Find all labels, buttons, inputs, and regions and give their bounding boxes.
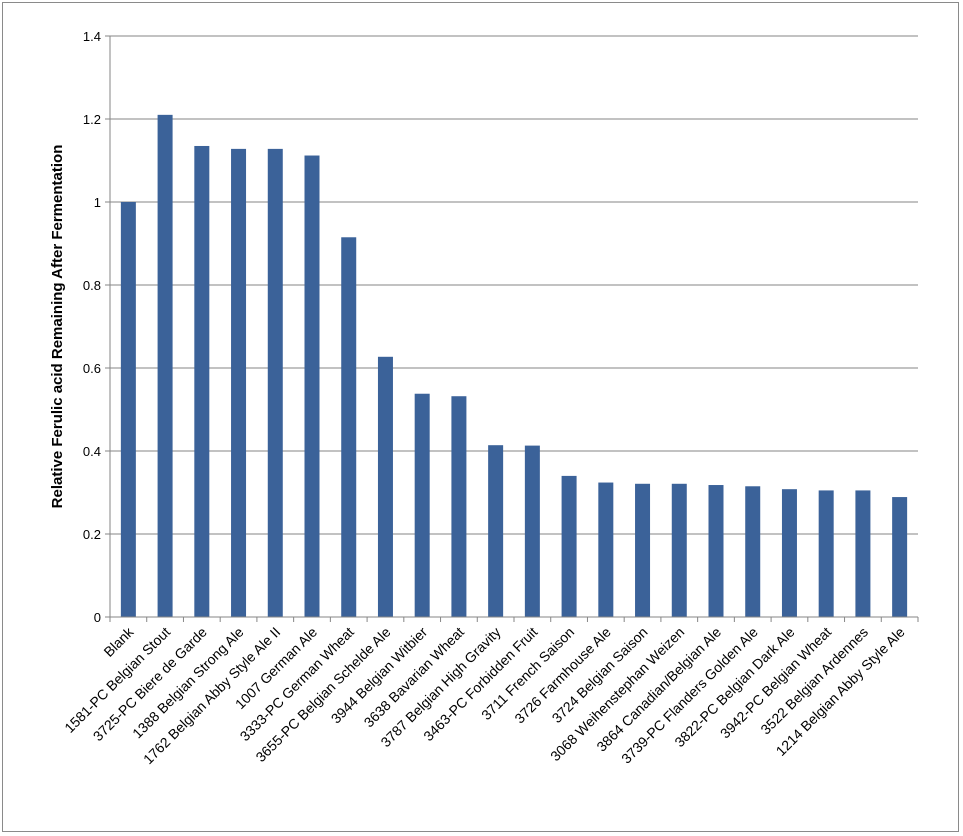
bar <box>892 497 908 617</box>
y-tick-label: 0.8 <box>83 278 101 293</box>
bar <box>267 148 283 617</box>
bar <box>561 475 577 617</box>
bar <box>745 486 761 617</box>
y-tick-label: 1.2 <box>83 112 101 127</box>
bar <box>855 490 871 617</box>
bar <box>635 483 651 617</box>
bar <box>231 148 247 617</box>
bar <box>781 489 797 617</box>
bar <box>488 445 504 617</box>
y-tick-label: 0 <box>94 610 101 625</box>
bar <box>524 445 540 617</box>
y-tick-label: 1.4 <box>83 29 101 44</box>
bar <box>708 485 724 617</box>
y-axis-title: Relative Ferulic acid Remaining After Fe… <box>49 145 66 509</box>
bar <box>341 237 357 617</box>
bar <box>157 114 173 617</box>
y-tick-label: 0.4 <box>83 444 101 459</box>
y-tick-label: 1 <box>94 195 101 210</box>
y-tick-label: 0.2 <box>83 527 101 542</box>
bar <box>451 396 467 617</box>
y-axis-ticks: 0 0.2 0.4 0.6 0.8 1 1.2 1.4 <box>83 29 111 625</box>
bar <box>671 483 687 617</box>
bar <box>414 393 430 617</box>
bar <box>377 356 393 617</box>
bar <box>304 155 320 617</box>
bars <box>120 114 908 617</box>
bar <box>598 482 614 617</box>
bar <box>120 202 136 617</box>
bar <box>818 490 834 617</box>
bar <box>194 145 210 617</box>
y-tick-label: 0.6 <box>83 361 101 376</box>
